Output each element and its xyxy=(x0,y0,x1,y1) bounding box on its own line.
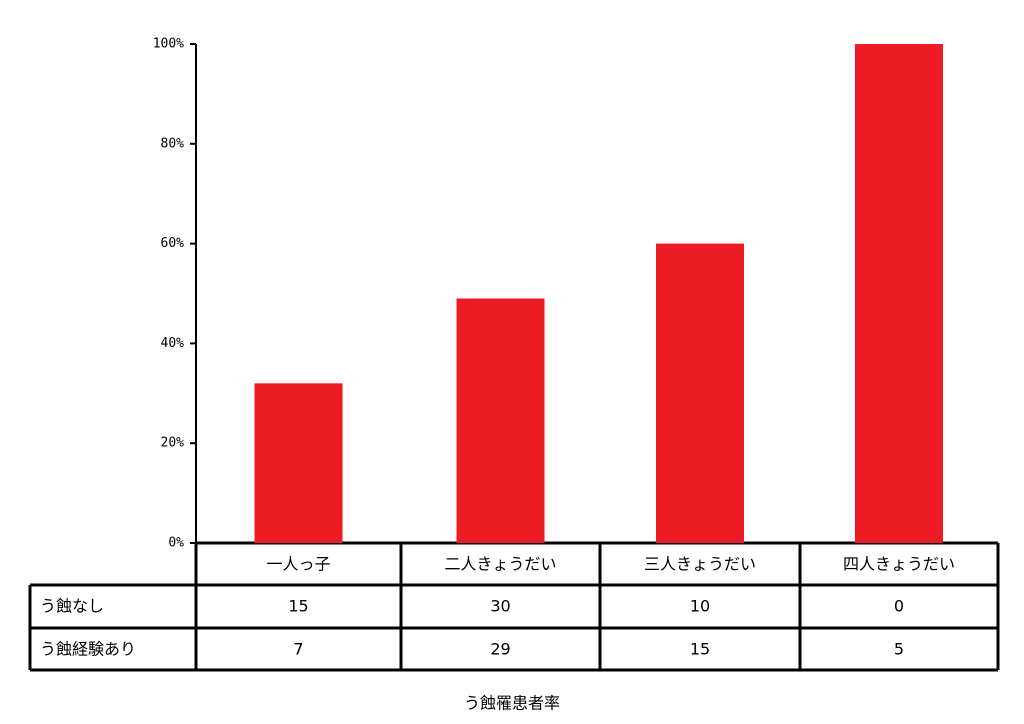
y-tick-label: 20% xyxy=(161,436,185,451)
x-tick-label: 四人きょうだい xyxy=(843,555,955,574)
row-label: う蝕なし xyxy=(40,597,104,616)
bar xyxy=(656,243,744,543)
table-cell: 5 xyxy=(894,640,904,659)
bar xyxy=(855,44,943,543)
bar xyxy=(456,298,545,543)
table-cell: 15 xyxy=(288,597,308,616)
y-tick-label: 80% xyxy=(161,136,185,151)
table-cell: 30 xyxy=(490,597,510,616)
y-tick-label: 0% xyxy=(168,536,184,551)
row-label: う蝕経験あり xyxy=(40,640,136,659)
y-tick-label: 60% xyxy=(161,236,185,251)
table-cell: 15 xyxy=(690,640,710,659)
x-tick-label: 二人きょうだい xyxy=(444,555,556,574)
bar xyxy=(254,383,343,543)
x-tick-label: 一人っ子 xyxy=(266,555,330,574)
table-cell: 29 xyxy=(490,640,510,659)
y-tick-label: 40% xyxy=(161,336,185,351)
x-tick-label: 三人きょうだい xyxy=(644,555,756,574)
table-cell: 10 xyxy=(690,597,710,616)
table-cell: 0 xyxy=(894,597,904,616)
table-cell: 7 xyxy=(293,640,303,659)
y-tick-label: 100% xyxy=(153,37,184,52)
chart-title: う蝕罹患者率 xyxy=(464,694,560,713)
